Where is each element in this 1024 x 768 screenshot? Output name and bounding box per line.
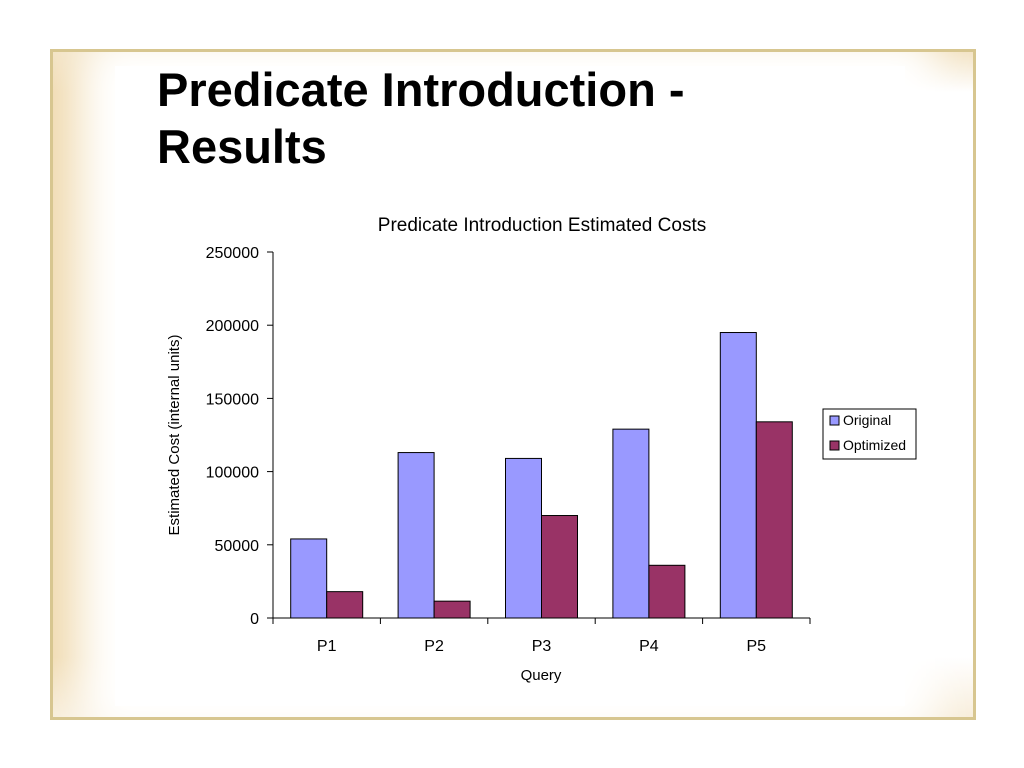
legend-swatch-original [829, 415, 840, 426]
chart-legend: Original Optimized [822, 408, 917, 460]
bar-optimized-p1 [326, 591, 364, 619]
y-tick-label: 50000 [215, 538, 260, 555]
bar-original-p1 [290, 538, 328, 619]
bar-optimized-p2 [433, 600, 471, 619]
bar-original-p5 [719, 332, 757, 619]
chart-title: Predicate Introduction Estimated Costs [378, 215, 706, 236]
bar-optimized-p4 [648, 564, 686, 619]
x-tick-label: P4 [639, 638, 659, 655]
y-tick-label: 0 [250, 611, 259, 628]
legend-swatch-optimized [829, 440, 840, 451]
y-tick-label: 100000 [206, 465, 259, 482]
x-tick-label: P5 [747, 638, 767, 655]
bar-optimized-p3 [541, 515, 578, 619]
x-tick-label: P2 [424, 638, 444, 655]
slide-frame: Predicate Introduction - Results [50, 49, 976, 720]
bar-original-p2 [397, 452, 435, 619]
bar-original-p3 [505, 457, 542, 619]
y-tick-label: 200000 [206, 318, 259, 335]
bar-original-p4 [612, 428, 650, 619]
x-tick-label: P3 [532, 638, 552, 655]
bar-optimized-p5 [755, 421, 793, 619]
legend-label-original: Original [843, 412, 891, 428]
slide-title: Predicate Introduction - Results [157, 63, 685, 166]
y-tick-label: 250000 [206, 245, 259, 262]
x-tick-label: P1 [317, 638, 337, 655]
legend-label-optimized: Optimized [843, 437, 906, 453]
y-tick-label: 150000 [206, 391, 259, 408]
plot-area: 0 50000 100000 150000 200000 250000 P1 P2 P3 P4 P5 [206, 245, 811, 655]
x-axis-title: Query [521, 667, 562, 684]
y-axis-title: Estimated Cost (internal units) [166, 335, 183, 536]
